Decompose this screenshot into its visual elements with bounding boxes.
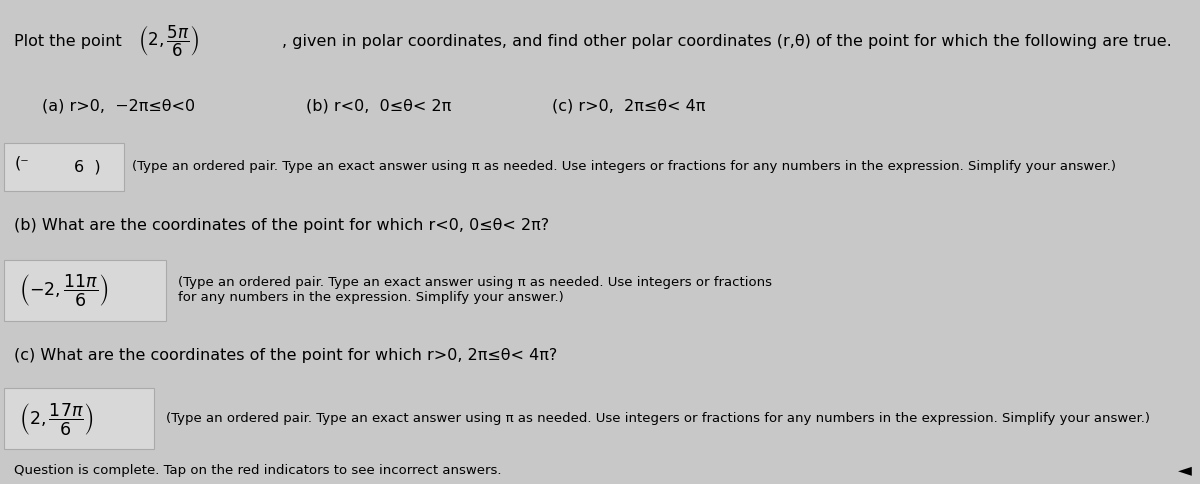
FancyBboxPatch shape	[4, 260, 166, 320]
Text: 6  ): 6 )	[74, 160, 101, 174]
Text: (⁻: (⁻	[14, 156, 29, 170]
FancyBboxPatch shape	[4, 388, 154, 449]
Text: (Type an ordered pair. Type an exact answer using π as needed. Use integers or f: (Type an ordered pair. Type an exact ans…	[178, 276, 772, 304]
Text: Question is complete. Tap on the red indicators to see incorrect answers.: Question is complete. Tap on the red ind…	[14, 464, 502, 477]
Text: , given in polar coordinates, and find other polar coordinates (r,θ) of the poin: , given in polar coordinates, and find o…	[282, 34, 1171, 48]
Text: (b) What are the coordinates of the point for which r<0, 0≤θ< 2π?: (b) What are the coordinates of the poin…	[14, 218, 550, 232]
Text: $\left(-2,\dfrac{11\pi}{6}\right)$: $\left(-2,\dfrac{11\pi}{6}\right)$	[19, 272, 108, 308]
Text: ◄: ◄	[1177, 461, 1192, 480]
Text: (Type an ordered pair. Type an exact answer using π as needed. Use integers or f: (Type an ordered pair. Type an exact ans…	[132, 161, 1116, 173]
Text: (Type an ordered pair. Type an exact answer using π as needed. Use integers or f: (Type an ordered pair. Type an exact ans…	[166, 412, 1150, 425]
FancyBboxPatch shape	[4, 143, 124, 191]
Text: $\left(2,\dfrac{17\pi}{6}\right)$: $\left(2,\dfrac{17\pi}{6}\right)$	[19, 401, 94, 437]
Text: (a) r>0,  −2π≤θ<0: (a) r>0, −2π≤θ<0	[42, 99, 196, 114]
Text: $\left(2,\dfrac{5\pi}{6}\right)$: $\left(2,\dfrac{5\pi}{6}\right)$	[138, 24, 199, 59]
Text: (c) What are the coordinates of the point for which r>0, 2π≤θ< 4π?: (c) What are the coordinates of the poin…	[14, 348, 558, 363]
Text: (b) r<0,  0≤θ< 2π: (b) r<0, 0≤θ< 2π	[306, 99, 451, 114]
Text: (c) r>0,  2π≤θ< 4π: (c) r>0, 2π≤θ< 4π	[552, 99, 706, 114]
Text: Plot the point: Plot the point	[14, 34, 127, 48]
